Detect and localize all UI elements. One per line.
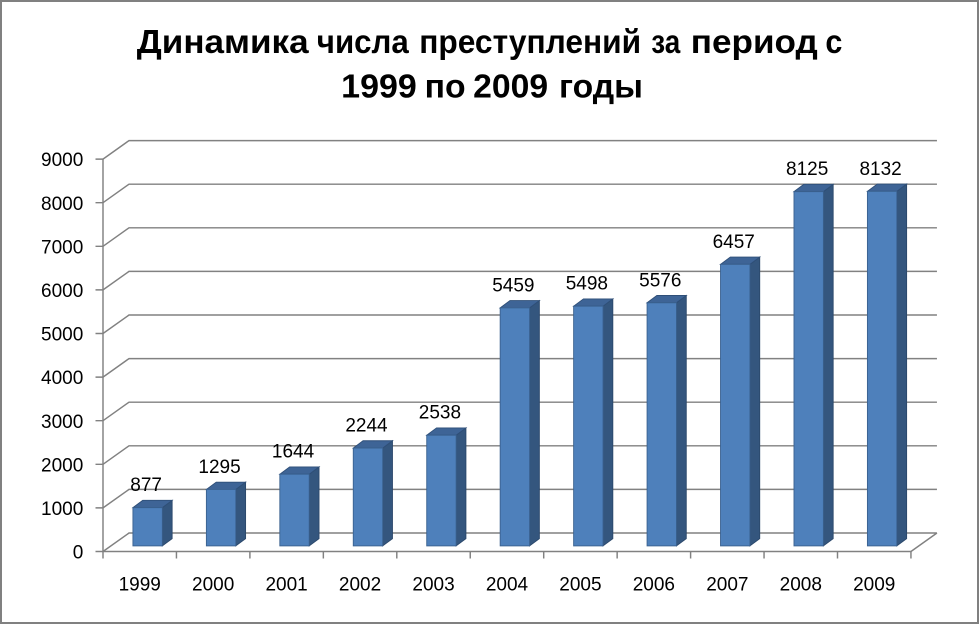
svg-text:годы: годы <box>559 67 643 104</box>
svg-text:1644: 1644 <box>272 442 315 463</box>
svg-text:Динамика: Динамика <box>137 23 309 60</box>
svg-text:5498: 5498 <box>566 274 608 295</box>
svg-text:1295: 1295 <box>198 457 240 478</box>
svg-text:период: период <box>691 23 818 60</box>
svg-text:числа: числа <box>317 23 410 60</box>
svg-text:5000: 5000 <box>41 325 83 346</box>
svg-text:5576: 5576 <box>639 270 681 291</box>
svg-text:2009: 2009 <box>473 67 548 104</box>
svg-text:8125: 8125 <box>786 159 828 180</box>
svg-text:2005: 2005 <box>559 575 601 596</box>
svg-text:1999: 1999 <box>341 67 417 104</box>
svg-text:2007: 2007 <box>706 575 748 596</box>
svg-text:9000: 9000 <box>41 150 83 171</box>
svg-text:3000: 3000 <box>41 412 83 433</box>
svg-text:7000: 7000 <box>41 237 83 258</box>
svg-text:4000: 4000 <box>41 368 83 389</box>
svg-text:8000: 8000 <box>41 194 83 215</box>
svg-text:2002: 2002 <box>339 575 381 596</box>
svg-text:2003: 2003 <box>412 575 454 596</box>
svg-text:2008: 2008 <box>780 575 822 596</box>
svg-text:1000: 1000 <box>41 499 83 520</box>
svg-text:2000: 2000 <box>192 575 234 596</box>
svg-text:6457: 6457 <box>713 232 755 253</box>
svg-text:5459: 5459 <box>492 275 534 296</box>
svg-text:2001: 2001 <box>265 575 307 596</box>
svg-text:2004: 2004 <box>486 575 529 596</box>
svg-text:по: по <box>425 67 466 104</box>
svg-text:за: за <box>651 23 681 60</box>
svg-text:2000: 2000 <box>41 455 83 476</box>
svg-text:2538: 2538 <box>419 403 461 424</box>
svg-text:2006: 2006 <box>633 575 675 596</box>
svg-text:с: с <box>825 23 842 60</box>
svg-text:0: 0 <box>73 543 84 564</box>
svg-text:8132: 8132 <box>859 159 901 180</box>
svg-text:преступлений: преступлений <box>419 23 641 60</box>
svg-text:1999: 1999 <box>119 575 161 596</box>
svg-text:2009: 2009 <box>853 575 895 596</box>
svg-text:877: 877 <box>130 475 162 496</box>
svg-text:2244: 2244 <box>345 416 388 437</box>
svg-text:6000: 6000 <box>41 281 83 302</box>
